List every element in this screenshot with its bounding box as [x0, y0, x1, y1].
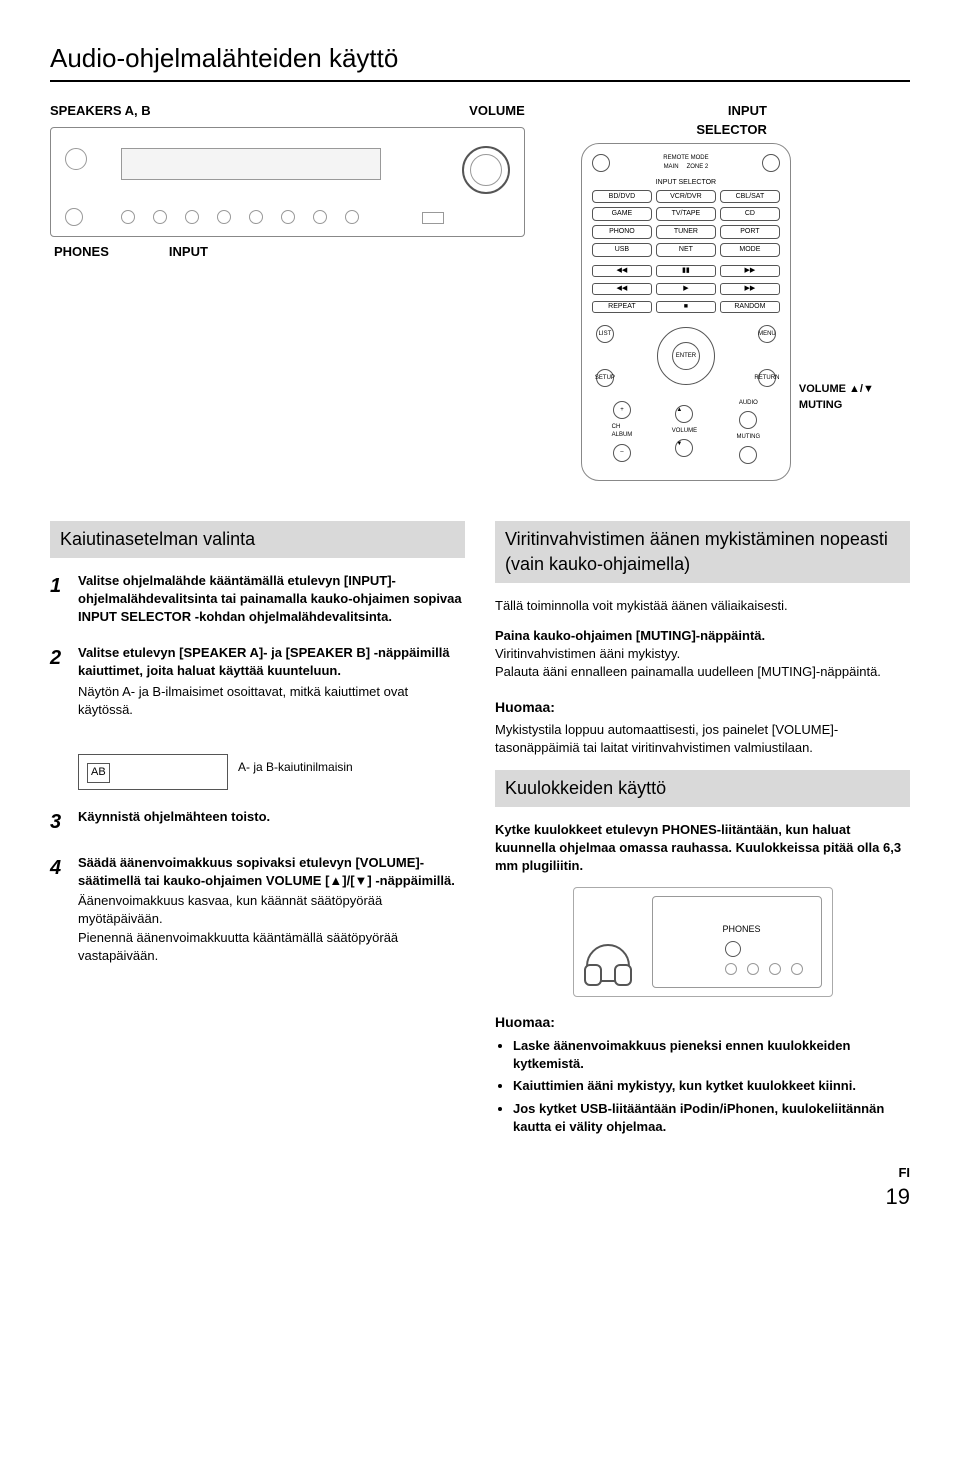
top-diagram-area: SPEAKERS A, B VOLUME PHONES INPUT INPUT … — [50, 102, 910, 480]
remote-btn: BD/DVD — [592, 190, 652, 204]
right-column: Viritinvahvistimen äänen mykistäminen no… — [495, 521, 910, 1140]
remote-btn: TV/TAPE — [656, 207, 716, 221]
remote-btn: VCR/DVR — [656, 190, 716, 204]
section-muting: Viritinvahvistimen äänen mykistäminen no… — [495, 521, 910, 583]
headphone-notes: Laske äänenvoimakkuus pieneksi ennen kuu… — [495, 1037, 910, 1136]
remote-sel-title: INPUT SELECTOR — [592, 178, 780, 188]
remote-mode-label: REMOTE MODE — [663, 154, 708, 162]
bullet-1: Laske äänenvoimakkuus pieneksi ennen kuu… — [513, 1037, 910, 1073]
volume-label: VOLUME — [469, 102, 525, 120]
phones-diagram: PHONES — [573, 887, 833, 997]
remote-btn: CD — [720, 207, 780, 221]
ab-indicator-diagram: AB — [78, 754, 228, 790]
step-2: Valitse etulevyn [SPEAKER A]- ja [SPEAKE… — [78, 644, 465, 790]
input-selector-label: INPUT SELECTOR — [581, 102, 791, 138]
receiver-illustration — [50, 127, 525, 237]
steps-list: Valitse ohjelmalähde kääntämällä etulevy… — [50, 572, 465, 965]
remote-btn: MODE — [720, 243, 780, 257]
input-label: INPUT — [169, 243, 208, 261]
remote-btn: GAME — [592, 207, 652, 221]
remote-btn: USB — [592, 243, 652, 257]
phones-label: PHONES — [54, 243, 109, 261]
section-speaker-select: Kaiutinasetelman valinta — [50, 521, 465, 558]
ab-caption: A- ja B-kaiutinilmaisin — [238, 759, 625, 776]
page-number: 19 — [886, 1184, 910, 1209]
step-1: Valitse ohjelmalähde kääntämällä etulevy… — [78, 572, 465, 627]
remote-illustration: REMOTE MODE MAIN ZONE 2 INPUT SELECTOR B… — [581, 143, 791, 481]
left-column: Kaiutinasetelman valinta Valitse ohjelma… — [50, 521, 465, 1140]
note-heading-2: Huomaa: — [495, 1013, 910, 1033]
bullet-2: Kaiuttimien ääni mykistyy, kun kytket ku… — [513, 1077, 910, 1095]
remote-btn: PORT — [720, 225, 780, 239]
remote-zone: ZONE 2 — [687, 163, 709, 171]
muting-intro: Tällä toiminnolla voit mykistää äänen vä… — [495, 597, 910, 615]
remote-main: MAIN — [664, 163, 679, 171]
vol-arrows-label: VOLUME ▲/▼ — [799, 382, 874, 397]
phones-jack-label: PHONES — [723, 923, 761, 936]
muting-instruction: Paina kauko-ohjaimen [MUTING]-näppäintä.… — [495, 627, 910, 682]
headphones-intro: Kytke kuulokkeet etulevyn PHONES-liitänt… — [495, 821, 910, 876]
remote-btn: PHONO — [592, 225, 652, 239]
ab-text: AB — [87, 763, 110, 782]
note-heading-1: Huomaa: — [495, 698, 910, 718]
lang-code: FI — [50, 1164, 910, 1182]
remote-btn: TUNER — [656, 225, 716, 239]
remote-btn: NET — [656, 243, 716, 257]
remote-nav: LIST MENU ENTER SETUP RETURN — [592, 321, 780, 391]
muting-note: Mykistystila loppuu automaattisesti, jos… — [495, 721, 910, 757]
step-4: Säädä äänenvoimakkuus sopivaksi etulevyn… — [78, 854, 465, 965]
muting-annot-label: MUTING — [799, 398, 874, 413]
page-number-block: FI 19 — [50, 1164, 910, 1213]
bullet-3: Jos kytket USB-liitääntään iPodin/iPhone… — [513, 1100, 910, 1136]
remote-input-grid: BD/DVD VCR/DVR CBL/SAT GAME TV/TAPE CD P… — [592, 190, 780, 257]
remote-btn: CBL/SAT — [720, 190, 780, 204]
page-title: Audio-ohjelmalähteiden käyttö — [50, 40, 910, 82]
speakers-label: SPEAKERS A, B — [50, 102, 151, 120]
step-3: Käynnistä ohjelmähteen toisto. — [78, 808, 465, 836]
